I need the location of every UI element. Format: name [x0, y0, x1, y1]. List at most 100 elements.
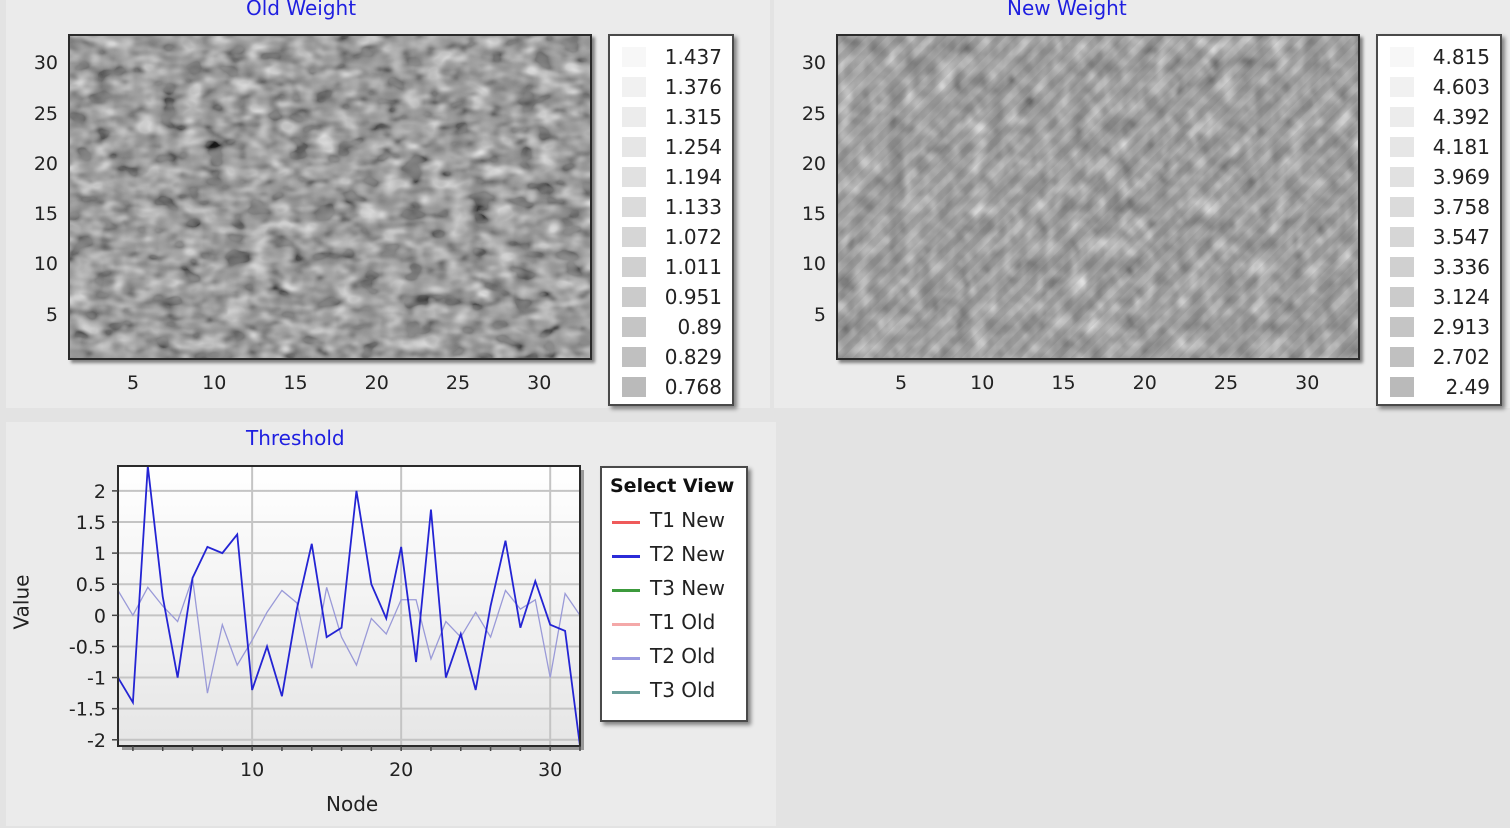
colorbar-swatch [622, 257, 646, 277]
y-tick-label: 5 [813, 303, 826, 326]
y-tick-label: -0.5 [69, 636, 106, 658]
legend-line-swatch [612, 555, 640, 558]
threshold-legend[interactable]: Select View T1 New T2 New T3 New T1 Old T2 O… [600, 466, 748, 722]
x-tick-label: 15 [1051, 372, 1076, 394]
new-weight-heatmap [836, 34, 1360, 360]
colorbar-swatch [622, 167, 646, 187]
legend-item-t2-old[interactable]: T2 Old [650, 644, 716, 668]
colorbar-value: 1.437 [664, 45, 722, 69]
y-tick-label: 25 [801, 102, 826, 125]
colorbar-entry: 1.437 [610, 42, 732, 72]
colorbar-swatch [622, 377, 646, 397]
colorbar-entry: 2.702 [1378, 342, 1500, 372]
y-tick-label: 1.5 [76, 512, 106, 534]
colorbar-entry: 3.547 [1378, 222, 1500, 252]
legend-item-t3-old[interactable]: T3 Old [650, 678, 716, 702]
colorbar-swatch [1390, 167, 1414, 187]
colorbar-value: 0.89 [677, 315, 722, 339]
y-tick-label: -1.5 [69, 699, 106, 721]
legend-item-t1-old[interactable]: T1 Old [650, 610, 716, 634]
new-weight-title: New Weight [1007, 0, 1127, 20]
colorbar-value: 3.124 [1432, 285, 1490, 309]
colorbar-entry: 1.072 [610, 222, 732, 252]
new-weight-colorbar: 4.815 4.603 4.392 4.181 3.969 3.758 3.547 3.336… [1376, 34, 1502, 406]
legend-item-t3-new[interactable]: T3 New [650, 576, 725, 600]
colorbar-swatch [622, 347, 646, 367]
colorbar-entry: 1.194 [610, 162, 732, 192]
y-tick-label: 30 [33, 52, 58, 75]
x-tick-label: 25 [445, 372, 471, 394]
old-weight-title: Old Weight [246, 0, 357, 20]
colorbar-swatch [622, 287, 646, 307]
colorbar-value: 2.702 [1432, 345, 1490, 369]
threshold-panel: Threshold 2 1.5 1 0.5 0 -0.5 -1 -1.5 -2 10 20 30 No… [6, 422, 776, 826]
colorbar-entry: 4.392 [1378, 102, 1500, 132]
series-line-t2-old [118, 577, 580, 694]
series-line-t2-new [118, 465, 580, 747]
x-tick-label: 10 [202, 372, 227, 394]
colorbar-entry: 1.315 [610, 102, 732, 132]
threshold-ylabel: Value [9, 574, 34, 630]
colorbar-entry: 3.336 [1378, 252, 1500, 282]
plot-area [117, 465, 581, 747]
legend-item-t2-new[interactable]: T2 New [650, 542, 725, 566]
colorbar-value: 0.829 [664, 345, 722, 369]
legend-line-swatch [612, 589, 640, 592]
colorbar-swatch [1390, 107, 1414, 127]
colorbar-entry: 0.768 [610, 372, 732, 402]
colorbar-value: 1.133 [664, 195, 722, 219]
y-tick-label: -2 [87, 730, 106, 752]
colorbar-entry: 0.951 [610, 282, 732, 312]
old-weight-colorbar: 1.437 1.376 1.315 1.254 1.194 1.133 1.072 1.011… [608, 34, 734, 406]
legend-line-swatch [612, 657, 640, 660]
new-weight-heatmap-svg [838, 36, 1358, 358]
colorbar-swatch [1390, 377, 1414, 397]
colorbar-value: 4.181 [1432, 135, 1490, 159]
colorbar-entry: 4.815 [1378, 42, 1500, 72]
colorbar-swatch [1390, 317, 1414, 337]
colorbar-swatch [1390, 227, 1414, 247]
colorbar-value: 4.815 [1432, 45, 1490, 69]
y-tick-label: 10 [801, 253, 826, 276]
x-tick-label: 25 [1213, 372, 1239, 394]
colorbar-swatch [1390, 257, 1414, 277]
x-tick-label: 10 [970, 372, 995, 394]
threshold-xlabel: Node [326, 792, 379, 816]
colorbar-value: 3.336 [1432, 255, 1490, 279]
x-tick-label: 20 [389, 759, 413, 781]
threshold-title: Threshold [246, 426, 345, 450]
colorbar-value: 2.913 [1432, 315, 1490, 339]
colorbar-value: 1.072 [664, 225, 722, 249]
old-weight-heatmap [68, 34, 592, 360]
y-tick-label: 15 [801, 203, 826, 226]
x-tick-label: 20 [364, 372, 389, 394]
y-tick-label: 30 [801, 52, 826, 75]
colorbar-swatch [622, 47, 646, 67]
legend-line-swatch [612, 521, 640, 524]
old-weight-panel: Old Weight 5 10 15 20 25 30 5 10 15 20 25 30 1.437… [6, 0, 770, 408]
colorbar-swatch [622, 137, 646, 157]
y-tick-label: 20 [801, 152, 826, 175]
y-tick-label: 25 [33, 102, 58, 125]
colorbar-entry: 1.376 [610, 72, 732, 102]
colorbar-swatch [1390, 47, 1414, 67]
y-tick-label: -1 [87, 668, 106, 690]
colorbar-swatch [622, 227, 646, 247]
colorbar-value: 3.547 [1432, 225, 1490, 249]
colorbar-swatch [622, 317, 646, 337]
colorbar-entry: 2.913 [1378, 312, 1500, 342]
x-tick-label: 30 [538, 759, 562, 781]
x-tick-label: 15 [283, 372, 308, 394]
colorbar-value: 1.376 [664, 75, 722, 99]
colorbar-entry: 3.969 [1378, 162, 1500, 192]
legend-line-swatch [612, 623, 640, 626]
new-weight-panel: New Weight 5 10 15 20 25 30 [774, 0, 1510, 408]
plot-frame [117, 465, 581, 747]
threshold-legend-title: Select View [610, 475, 735, 497]
legend-item-t1-new[interactable]: T1 New [650, 508, 725, 532]
colorbar-swatch [1390, 137, 1414, 157]
y-tick-label: 0.5 [76, 574, 106, 596]
colorbar-value: 2.49 [1445, 375, 1490, 399]
colorbar-value: 4.603 [1432, 75, 1490, 99]
old-weight-heatmap-svg [70, 36, 590, 358]
